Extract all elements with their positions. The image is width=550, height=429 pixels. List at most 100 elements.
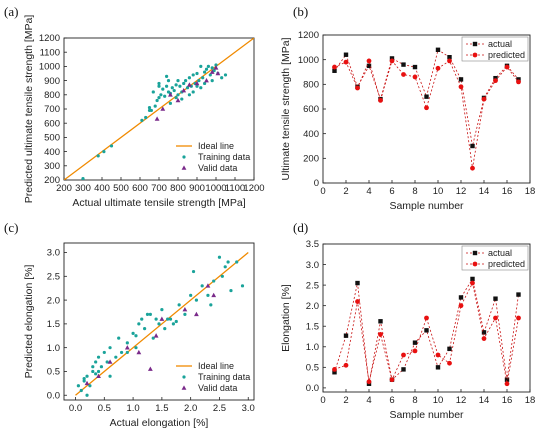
training-point — [163, 327, 167, 331]
training-point — [157, 81, 161, 86]
training-point — [199, 86, 203, 90]
predicted-point — [332, 64, 337, 70]
training-point — [85, 393, 89, 397]
training-point — [180, 97, 184, 101]
x-tick-label: 0.5 — [98, 403, 111, 414]
training-point — [200, 284, 204, 288]
training-point — [194, 298, 199, 302]
y-tick-label: 600 — [44, 118, 60, 129]
legend-marker-swatch — [182, 375, 186, 379]
legend-marker-swatch — [472, 250, 478, 256]
y-tick-label: 2.5 — [47, 272, 60, 283]
training-point — [151, 90, 155, 94]
y-tick-label: 0.5 — [47, 367, 60, 378]
panel-label-b: (b) — [293, 4, 308, 19]
valid-point — [175, 97, 181, 103]
actual-point — [332, 68, 337, 73]
training-point — [172, 88, 176, 93]
training-point — [117, 336, 121, 340]
training-point — [210, 66, 214, 70]
training-point — [174, 83, 178, 87]
plot-frame-d — [322, 243, 531, 393]
legend-label: predicted — [488, 50, 525, 60]
ideal-line — [75, 252, 249, 396]
x-tick-label: 8 — [412, 186, 417, 197]
x-tick-label: 1100 — [225, 183, 245, 194]
valid-point — [168, 92, 173, 97]
panel-c: (c) 0.0 0.5 1.0 1.5 2.0 2.5 3.0 0.0 0.5 1.0 1.5 2.0 2… — [4, 220, 255, 429]
valid-point — [209, 69, 215, 74]
y-axis-title-b: Ultimate tensile strength [MPa] — [280, 37, 292, 180]
training-point — [144, 115, 148, 120]
predicted-point — [355, 299, 360, 304]
actual-point — [412, 340, 418, 345]
training-point — [109, 144, 114, 148]
legend-label: actual — [488, 39, 512, 49]
y-tick-label: 3.5 — [306, 239, 319, 250]
y-axis-title-c: Predicted elongation [%] — [23, 265, 35, 379]
training-point — [165, 84, 169, 88]
training-point — [195, 71, 199, 76]
legend-entry-1: predicted — [466, 259, 525, 269]
training-point — [191, 269, 196, 274]
x-tick-label: 800 — [170, 183, 186, 194]
x-tick-label: 6 — [389, 395, 394, 406]
training-point — [134, 334, 138, 338]
training-point — [229, 288, 233, 293]
training-point — [96, 154, 100, 158]
training-point — [220, 76, 224, 80]
actual-point — [332, 370, 337, 375]
panel-d: (d) 0 2 4 6 8 10 12 14 16 18 0.0 0.5 1.0 1.5 2.0 2.5 3.0 3… — [280, 220, 535, 421]
actual-point — [355, 280, 360, 286]
x-tick-label: 2.0 — [184, 403, 197, 414]
predicted-point — [378, 332, 383, 337]
actual-point — [343, 52, 349, 57]
y-tick-label: 0.5 — [306, 363, 319, 374]
training-point — [214, 63, 218, 67]
predicted-point — [493, 78, 498, 84]
panel-b: (b) 0 2 4 6 8 10 12 14 16 18 0 200 400 600 800 1000 1200 S… — [280, 4, 535, 212]
legend-entry-0: actual — [466, 39, 512, 49]
training-point — [147, 108, 152, 113]
plot-area-c — [75, 252, 249, 397]
training-point — [125, 341, 129, 345]
legend-label: actual — [488, 248, 512, 258]
training-point — [99, 365, 104, 369]
training-point — [170, 86, 174, 90]
x-tick-label: 600 — [132, 183, 148, 194]
training-point — [163, 94, 167, 98]
x-tick-label: 200 — [56, 183, 72, 194]
panel-label-c: (c) — [4, 220, 18, 235]
predicted-point — [401, 72, 406, 77]
training-point — [165, 74, 169, 78]
predicted-point — [504, 64, 510, 70]
x-tick-label: 1.0 — [126, 403, 139, 414]
y-tick-label: 3.0 — [47, 248, 60, 259]
y-tick-label: 600 — [303, 104, 319, 115]
y-tick-label: 0.0 — [306, 383, 319, 394]
actual-point — [424, 94, 429, 99]
training-point — [91, 369, 95, 374]
training-point — [94, 372, 98, 376]
training-point — [199, 64, 203, 68]
y-tick-label: 800 — [303, 80, 319, 91]
legend-entry-2: Valid data — [181, 163, 237, 173]
legend-label: Ideal line — [198, 141, 234, 151]
actual-point — [389, 56, 395, 61]
valid-point — [182, 307, 188, 312]
series-line-predicted — [334, 281, 519, 384]
x-tick-label: 300 — [75, 183, 91, 194]
panel-label-a: (a) — [4, 4, 18, 19]
predicted-point — [481, 336, 487, 341]
predicted-point — [366, 379, 372, 385]
y-tick-label: 800 — [44, 90, 60, 101]
predicted-point — [435, 352, 441, 358]
actual-point — [458, 77, 464, 82]
y-tick-label: 500 — [44, 133, 60, 144]
legend-label: Valid data — [198, 383, 237, 393]
x-tick-label: 1.5 — [155, 403, 168, 414]
predicted-point — [458, 303, 464, 309]
training-point — [223, 265, 227, 269]
training-point — [195, 84, 199, 88]
training-point — [240, 284, 245, 288]
